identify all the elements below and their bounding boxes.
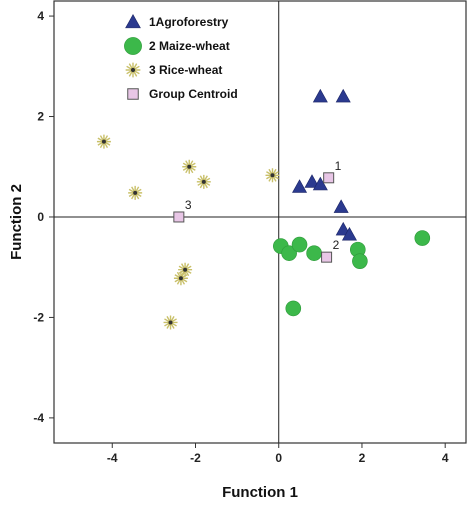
data-point <box>312 176 328 191</box>
centroid-label: 2 <box>333 238 340 252</box>
legend-marker <box>125 62 141 78</box>
legend-label: 2 Maize-wheat <box>149 39 230 53</box>
centroid-label: 3 <box>185 198 192 212</box>
data-point <box>281 245 297 261</box>
y-tick-label: 2 <box>37 110 44 124</box>
x-tick-label: -4 <box>107 451 118 465</box>
x-axis-title: Function 1 <box>222 484 298 501</box>
y-tick-label: 0 <box>37 210 44 224</box>
group-centroid-marker <box>323 172 335 184</box>
data-point <box>312 88 328 103</box>
plot-frame <box>53 0 467 444</box>
data-point <box>96 134 111 149</box>
legend-marker <box>124 37 142 55</box>
data-point <box>128 185 143 200</box>
x-tick-label: 0 <box>275 451 282 465</box>
data-point <box>304 174 320 188</box>
data-point <box>333 199 349 213</box>
data-point <box>306 245 322 261</box>
data-point <box>163 315 178 330</box>
y-axis-title: Function 2 <box>8 184 25 260</box>
data-point <box>352 253 368 269</box>
data-point <box>173 271 188 286</box>
x-tick-label: 4 <box>442 451 449 465</box>
y-tick-label: -4 <box>33 411 44 425</box>
y-tick-label: -2 <box>33 310 44 324</box>
legend-label: 3 Rice-wheat <box>149 63 222 77</box>
legend-marker <box>125 14 141 29</box>
legend-label: 1Agroforestry <box>149 15 229 29</box>
y-tick-label: 4 <box>37 9 44 23</box>
group-centroid-marker <box>321 251 333 263</box>
data-point <box>182 159 197 174</box>
x-tick-label: 2 <box>359 451 366 465</box>
legend-label: Group Centroid <box>149 87 238 101</box>
centroid-label: 1 <box>335 159 342 173</box>
legend-marker <box>127 88 139 100</box>
data-point <box>335 88 351 103</box>
data-point <box>292 179 308 193</box>
data-point <box>414 230 431 246</box>
data-point <box>178 262 193 277</box>
data-point <box>341 226 357 241</box>
group-centroid-marker <box>173 211 185 223</box>
data-point <box>291 236 308 253</box>
x-tick-label: -2 <box>190 451 201 465</box>
data-point <box>285 300 302 317</box>
legend: 1Agroforestry 2 Maize-wheat 3 Rice-wheat Gr… <box>124 14 238 101</box>
data-point <box>265 168 280 183</box>
data-point <box>196 174 211 189</box>
